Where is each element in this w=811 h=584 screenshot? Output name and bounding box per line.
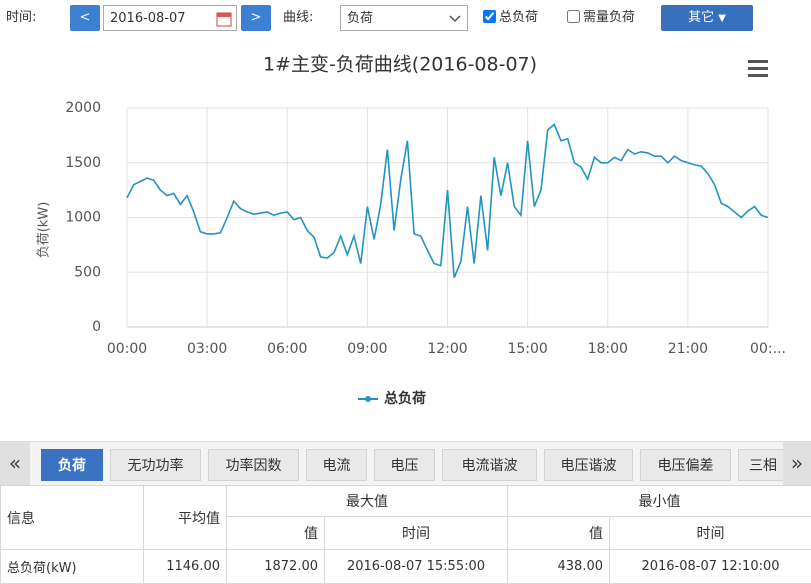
time-label: 时间:	[6, 5, 36, 31]
curve-value: 负荷	[347, 11, 373, 26]
tab-prev[interactable]: «	[0, 442, 30, 485]
table-cell: 438.00	[508, 550, 610, 584]
tab[interactable]: 电流谐波	[442, 449, 537, 481]
checkbox-label: 需量负荷	[583, 10, 635, 25]
tab[interactable]: 电压	[374, 449, 435, 481]
x-tick-label: 00:...	[750, 341, 786, 357]
y-tick-label: 0	[92, 319, 101, 335]
x-tick-label: 06:00	[267, 341, 307, 357]
date-value: 2016-08-07	[110, 11, 186, 26]
legend-marker	[365, 396, 371, 402]
tab-next[interactable]: »	[783, 442, 811, 485]
other-button[interactable]: 其它 ▼	[661, 5, 753, 31]
checkbox-label: 总负荷	[499, 10, 538, 25]
x-tick-label: 12:00	[427, 341, 467, 357]
table-cell: 1872.00	[227, 550, 325, 584]
curve-label: 曲线:	[283, 5, 313, 31]
caret: ▼	[718, 13, 726, 24]
x-tick-label: 21:00	[668, 341, 708, 357]
header-cell: 平均值	[144, 486, 227, 550]
date-input[interactable]: 2016-08-07	[103, 5, 237, 31]
table-cell: 2016-08-07 12:10:00	[610, 550, 811, 584]
table-cell: 1146.00	[144, 550, 227, 584]
tab[interactable]: 电流	[306, 449, 367, 481]
tab[interactable]: 电压偏差	[640, 449, 731, 481]
checkbox-total[interactable]: 总负荷	[483, 5, 538, 31]
y-tick-label: 1500	[65, 155, 101, 171]
x-tick-label: 15:00	[507, 341, 547, 357]
dropdown-arrow	[449, 15, 461, 23]
subheader-cell: 值	[227, 517, 325, 550]
checkbox[interactable]	[483, 10, 496, 23]
header-cell: 最大值	[227, 486, 508, 517]
checkbox[interactable]	[567, 10, 580, 23]
header-cell: 最小值	[508, 486, 811, 517]
tab[interactable]: 功率因数	[208, 449, 299, 481]
next-day-button[interactable]: >	[241, 5, 271, 31]
checkbox-demand[interactable]: 需量负荷	[567, 5, 635, 31]
subheader-cell: 时间	[610, 517, 811, 550]
tab-bar: « 负荷无功功率功率因数电流电压电流谐波电压谐波电压偏差三相»	[0, 441, 811, 485]
x-tick-label: 18:00	[588, 341, 628, 357]
prev-day-button[interactable]: <	[70, 5, 100, 31]
calendar-icon	[216, 11, 232, 27]
y-tick-label: 500	[74, 264, 101, 280]
chart: 1#主变-负荷曲线(2016-08-07) 负荷(kW) 0 500 1000 150…	[0, 36, 811, 440]
tab[interactable]: 三相	[738, 449, 788, 481]
other-label: 其它	[688, 10, 714, 25]
x-tick-label: 03:00	[187, 341, 227, 357]
chart-title: 1#主变-负荷曲线(2016-08-07)	[263, 54, 537, 76]
tab[interactable]: 无功功率	[110, 449, 201, 481]
table-cell: 总负荷(kW)	[1, 550, 144, 584]
subheader-cell: 时间	[325, 517, 508, 550]
subheader-cell: 值	[508, 517, 610, 550]
x-tick-label: 09:00	[347, 341, 387, 357]
y-axis-label: 负荷(kW)	[37, 202, 52, 259]
y-tick-label: 1000	[65, 210, 101, 226]
curve-select[interactable]: 负荷	[340, 5, 468, 31]
tab[interactable]: 电压谐波	[544, 449, 633, 481]
header-cell: 信息	[1, 486, 144, 550]
legend-label: 总负荷	[384, 390, 426, 407]
table-cell: 2016-08-07 15:55:00	[325, 550, 508, 584]
x-tick-label: 00:00	[107, 341, 147, 357]
y-tick-label: 2000	[65, 100, 101, 116]
menu-icon[interactable]	[748, 60, 768, 77]
tab[interactable]: 负荷	[41, 449, 103, 481]
